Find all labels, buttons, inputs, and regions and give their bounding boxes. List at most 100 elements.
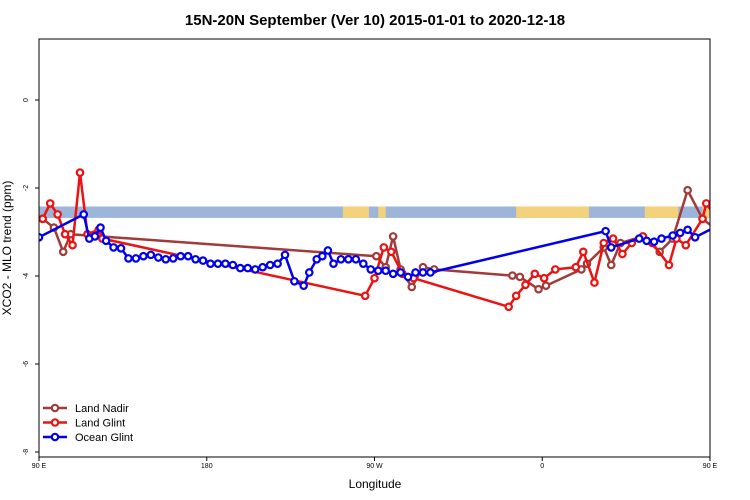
data-point [39,214,48,224]
data-point [418,268,428,277]
data-point [683,185,692,195]
data-point [96,223,105,232]
data-point [45,199,55,208]
data-point [411,268,420,277]
data-point [690,232,700,242]
x-tick-label: 180 [201,463,213,470]
data-point [634,234,644,243]
data-point [742,235,748,241]
data-point [258,262,267,272]
data-point [75,168,85,177]
data-point [709,225,710,230]
x-axis-title: Longitude [349,477,402,491]
x-tick-label: 90 E [703,463,718,470]
data-point [243,263,253,273]
data-point [53,210,62,219]
data-point [366,265,376,274]
data-point [168,254,178,263]
data-point [304,268,314,277]
legend-label: Land Nadir [75,403,129,415]
data-point [508,271,517,280]
data-point [733,169,739,175]
data-point [683,225,692,235]
data-point [359,259,368,268]
data-point [344,254,353,264]
data-point [176,251,185,261]
data-point [740,231,746,237]
data-point [139,251,148,261]
data-point [642,236,651,246]
data-point [124,254,133,263]
series-land-glint [39,168,746,312]
data-point [698,214,707,224]
data-point [109,243,118,252]
data-point [131,254,141,263]
data-point [318,251,327,261]
data-point [675,228,685,238]
land-band-segment [378,206,386,218]
data-point [336,254,346,264]
data-point [550,265,560,274]
data-point [668,231,678,240]
data-point [681,240,691,250]
data-point [39,232,44,242]
data-point [541,281,551,290]
data-point [515,272,525,282]
data-point [228,260,238,270]
data-point [388,232,398,241]
data-point [146,250,156,260]
data-point [290,276,299,286]
data-point [590,278,599,287]
data-point [360,291,370,301]
x-tick-label: 0 [540,463,544,470]
land-band-segment [702,206,710,218]
data-point [60,229,70,239]
data-point [511,291,521,301]
series-ocean-glint [39,210,748,290]
data-point [183,251,193,261]
data-point [530,269,540,279]
data-point [323,246,333,255]
y-tick-label: -2 [23,185,30,191]
data-point [116,243,126,253]
data-point [79,210,89,219]
data-point [386,247,396,257]
data-point [161,254,171,264]
data-point [539,273,549,283]
data-point [608,234,618,243]
data-point [68,240,77,250]
y-tick-label: -8 [23,449,30,455]
data-point [521,280,530,290]
data-point [191,254,200,264]
land-band-segment [644,206,679,218]
data-point [737,211,743,217]
legend: Land Nadir Land Glint Ocean Glint [43,403,133,444]
data-point [403,272,413,282]
data-point [370,273,379,283]
data-point [504,302,514,312]
legend-swatch-marker [50,418,60,427]
data-point [709,212,710,217]
data-point [388,269,398,279]
y-axis: 0 -2 -4 -6 -8 [23,98,39,455]
data-point [198,256,208,265]
data-point [329,259,338,268]
data-point [213,259,223,268]
data-point [90,232,100,241]
data-point [606,243,616,252]
data-point [599,238,609,248]
x-tick-label: 90 E [32,463,47,470]
ocean-band [39,206,710,218]
data-point [571,262,581,272]
data-point [718,249,724,255]
series-land-nadir [39,185,724,294]
data-point [649,237,659,246]
data-point [396,268,405,277]
data-point [101,236,111,246]
data-point [718,231,724,237]
legend-swatch-marker [50,432,60,442]
data-point [379,243,389,252]
land-band-segment [516,206,589,218]
data-point [206,259,215,268]
